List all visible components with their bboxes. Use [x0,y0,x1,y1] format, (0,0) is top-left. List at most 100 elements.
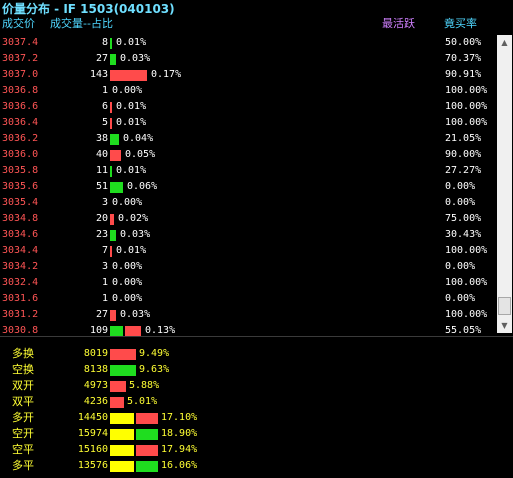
volume-bar [110,230,116,241]
row-volume: 6 [101,101,108,112]
volume-bar [110,70,147,81]
table-row[interactable]: 3034.6 23 0.03% 30.43% [0,227,497,243]
table-row[interactable]: 3030.8 109 0.13% 55.05% [0,323,497,339]
volume-bar [110,326,123,337]
volume-bar [110,214,114,225]
window-title: 价量分布 - IF 1503(040103) [2,2,175,16]
column-header-volume[interactable]: 成交量--占比 [50,17,113,30]
row-volume: 7 [101,245,108,256]
row-volume: 38 [95,133,108,144]
table-row[interactable]: 3036.0 40 0.05% 90.00% [0,147,497,163]
table-row[interactable]: 3035.8 11 0.01% 27.27% [0,163,497,179]
summary-bar [110,429,134,440]
summary-bar [136,445,158,456]
table-row[interactable]: 3034.8 20 0.02% 75.00% [0,211,497,227]
volume-bar [110,54,116,65]
table-row[interactable]: 3036.8 1 0.00% 100.00% [0,83,497,99]
table-row[interactable]: 3036.4 5 0.01% 100.00% [0,115,497,131]
summary-row: 多开 14450 17.10% [0,410,300,426]
volume-bar [110,310,116,321]
volume-bar [110,166,112,177]
summary-percent: 9.49% [139,348,170,359]
table-row[interactable]: 3036.6 6 0.01% 100.00% [0,99,497,115]
summary-value: 15974 [77,428,108,439]
summary-label: 空平 [12,443,34,456]
row-volume: 5 [101,117,108,128]
column-header-most-active[interactable]: 最活跃 [382,17,415,30]
table-row[interactable]: 3034.2 3 0.00% 0.00% [0,259,497,275]
row-percent: 0.00% [112,197,143,208]
row-percent: 0.01% [116,37,147,48]
table-row[interactable]: 3035.4 3 0.00% 0.00% [0,195,497,211]
table-row[interactable]: 3032.4 1 0.00% 100.00% [0,275,497,291]
row-buy-ratio: 27.27% [445,165,482,176]
summary-label: 双开 [12,379,34,392]
summary-label: 多开 [12,411,34,424]
summary-percent: 9.63% [139,364,170,375]
vertical-scrollbar[interactable]: ▲ ▼ [497,35,512,333]
summary-label: 多平 [12,459,34,472]
row-percent: 0.02% [118,213,149,224]
row-volume: 23 [95,229,108,240]
row-buy-ratio: 70.37% [445,53,482,64]
volume-bar [110,150,121,161]
row-volume: 11 [95,165,108,176]
table-row[interactable]: 3037.2 27 0.03% 70.37% [0,51,497,67]
summary-bar [110,413,134,424]
row-price: 3035.4 [2,197,39,208]
row-volume: 40 [95,149,108,160]
row-price: 3031.2 [2,309,39,320]
row-buy-ratio: 100.00% [445,277,488,288]
table-row[interactable]: 3031.2 27 0.03% 100.00% [0,307,497,323]
summary-bar [110,365,136,376]
row-volume: 3 [101,261,108,272]
row-volume: 1 [101,85,108,96]
row-price: 3034.6 [2,229,39,240]
summary-value: 4236 [83,396,108,407]
table-row[interactable]: 3034.4 7 0.01% 100.00% [0,243,497,259]
row-price: 3036.0 [2,149,39,160]
row-volume: 27 [95,309,108,320]
row-buy-ratio: 90.91% [445,69,482,80]
table-row[interactable]: 3031.6 1 0.00% 0.00% [0,291,497,307]
summary-value: 13576 [77,460,108,471]
scroll-up-arrow-icon[interactable]: ▲ [497,35,512,50]
table-row[interactable]: 3035.6 51 0.06% 0.00% [0,179,497,195]
row-percent: 0.01% [116,165,147,176]
summary-bar [136,413,158,424]
summary-bar [110,381,126,392]
row-volume: 143 [89,69,108,80]
summary-bar [110,349,136,360]
row-price: 3034.2 [2,261,39,272]
scroll-thumb[interactable] [498,297,511,315]
row-volume: 3 [101,197,108,208]
row-price: 3035.8 [2,165,39,176]
summary-row: 双平 4236 5.01% [0,394,300,410]
row-buy-ratio: 30.43% [445,229,482,240]
column-header-buy-ratio[interactable]: 竟买率 [444,17,477,30]
scroll-down-arrow-icon[interactable]: ▼ [497,318,512,333]
summary-row: 空平 15160 17.94% [0,442,300,458]
column-header-price[interactable]: 成交价 [2,17,35,30]
section-divider [0,336,513,337]
row-price: 3032.4 [2,277,39,288]
row-buy-ratio: 55.05% [445,325,482,336]
volume-bar [110,134,119,145]
row-buy-ratio: 100.00% [445,101,488,112]
row-price: 3037.0 [2,69,39,80]
summary-label: 空开 [12,427,34,440]
row-buy-ratio: 0.00% [445,181,476,192]
summary-percent: 16.06% [161,460,198,471]
volume-bar [125,326,141,337]
row-percent: 0.03% [120,229,151,240]
table-row[interactable]: 3037.4 8 0.01% 50.00% [0,35,497,51]
summary-value: 8019 [83,348,108,359]
price-volume-table: 3037.4 8 0.01% 50.00% 3037.2 27 0.03% 70.37% 303… [0,35,497,337]
table-row[interactable]: 3037.0 143 0.17% 90.91% [0,67,497,83]
row-buy-ratio: 0.00% [445,197,476,208]
row-percent: 0.01% [116,117,147,128]
row-percent: 0.00% [112,293,143,304]
volume-bar [110,182,123,193]
summary-percent: 17.94% [161,444,198,455]
table-row[interactable]: 3036.2 38 0.04% 21.05% [0,131,497,147]
